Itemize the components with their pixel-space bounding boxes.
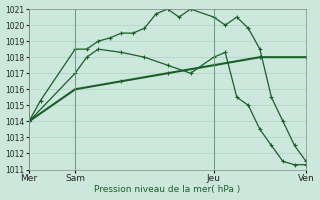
X-axis label: Pression niveau de la mer( hPa ): Pression niveau de la mer( hPa ) <box>94 185 241 194</box>
